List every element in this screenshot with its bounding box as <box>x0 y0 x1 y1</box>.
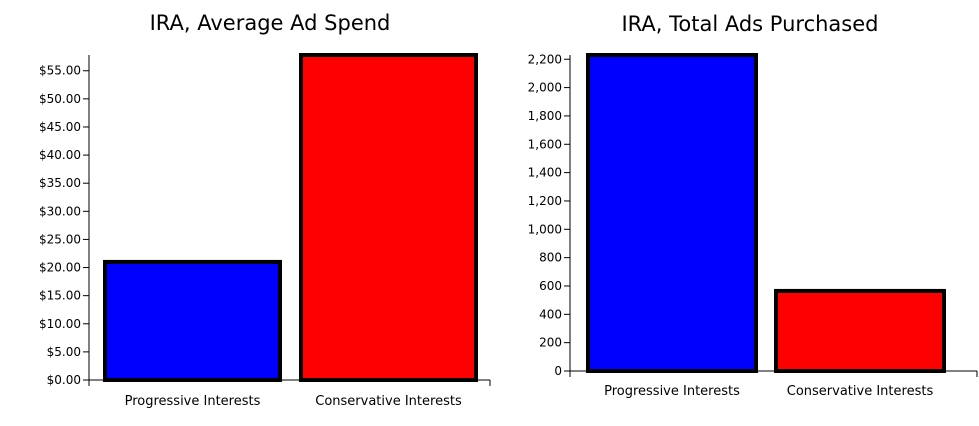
x-category-label: Conservative Interests <box>787 384 934 399</box>
y-tick-label: $45.00 <box>39 120 81 134</box>
y-tick-label: $50.00 <box>39 92 81 106</box>
x-category-label: Conservative Interests <box>315 394 462 409</box>
y-tick-label: $40.00 <box>39 148 81 162</box>
x-category-label: Progressive Interests <box>604 384 740 399</box>
y-tick-label: 1,400 <box>528 166 562 180</box>
y-tick-label: $25.00 <box>39 232 81 246</box>
y-tick-label: 400 <box>539 307 562 321</box>
y-tick-label: 800 <box>539 251 562 265</box>
y-tick-label: 1,800 <box>528 109 562 123</box>
chart-title: IRA, Average Ad Spend <box>150 11 391 35</box>
chart-total-ads-purchased: IRA, Total Ads Purchased 0 200 400 600 800 1,… <box>528 12 978 399</box>
y-tick-label: 1,600 <box>528 137 562 151</box>
y-tick-label: $5.00 <box>47 345 81 359</box>
chart-title: IRA, Total Ads Purchased <box>621 12 878 36</box>
y-tick-label: 1,200 <box>528 194 562 208</box>
y-tick-label: 2,000 <box>528 81 562 95</box>
y-tick-label: $10.00 <box>39 317 81 331</box>
y-tick-label: 600 <box>539 279 562 293</box>
y-tick-label: $15.00 <box>39 289 81 303</box>
y-tick-label: $20.00 <box>39 261 81 275</box>
y-tick-label: 0 <box>554 364 562 378</box>
x-category-label: Progressive Interests <box>125 394 261 409</box>
y-tick-label: 1,000 <box>528 222 562 236</box>
bar-conservative <box>774 288 946 374</box>
y-tick-label: 200 <box>539 336 562 350</box>
y-tick-label: $30.00 <box>39 204 81 218</box>
bar-conservative <box>299 53 478 382</box>
y-tick-label: $0.00 <box>47 373 81 387</box>
y-tick-label: $35.00 <box>39 176 81 190</box>
y-tick-label: $55.00 <box>39 64 81 78</box>
y-tick-label: 2,200 <box>528 52 562 66</box>
bar-progressive <box>586 53 758 373</box>
bar-progressive <box>103 259 282 382</box>
chart-average-ad-spend: IRA, Average Ad Spend $0.00 $5.00 $10.00 $1… <box>39 11 491 409</box>
